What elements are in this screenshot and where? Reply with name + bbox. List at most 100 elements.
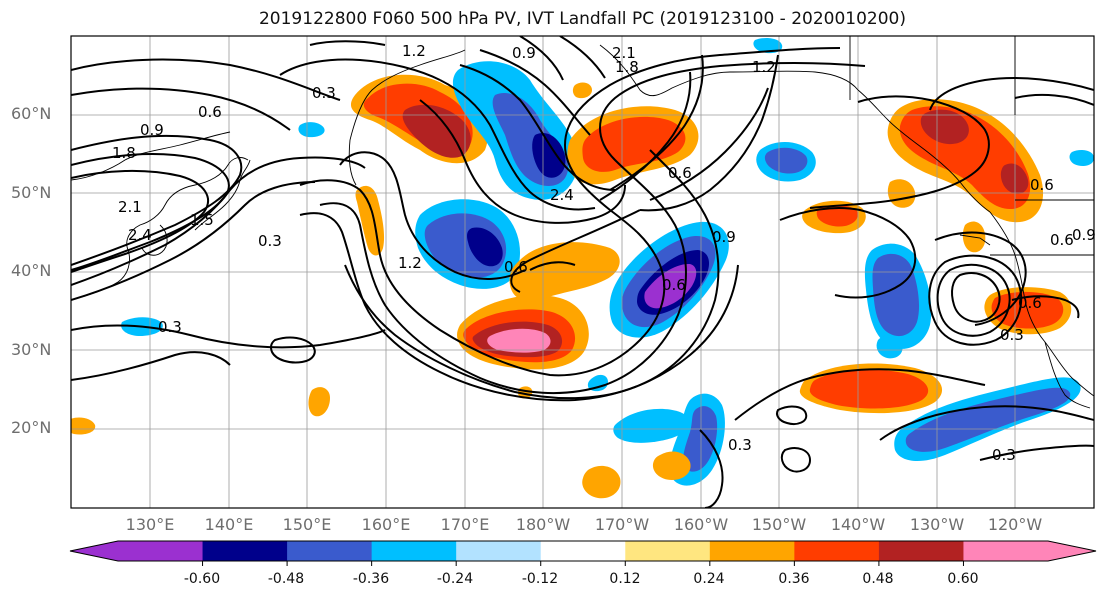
shade-blob bbox=[582, 465, 621, 499]
lon-label: 150°W bbox=[751, 515, 807, 534]
shade-blob bbox=[613, 408, 689, 443]
colorbar-tick-label: 0.36 bbox=[778, 571, 810, 587]
contour-label: 1.8 bbox=[112, 144, 136, 162]
lat-label: 60°N bbox=[11, 104, 52, 123]
shade-blob bbox=[809, 369, 929, 409]
contour-label: 2.4 bbox=[128, 226, 152, 244]
lon-label: 170°W bbox=[594, 515, 650, 534]
lon-label: 130°W bbox=[909, 515, 965, 534]
shade-blob bbox=[487, 328, 551, 353]
colorbar-tick-label: 0.48 bbox=[862, 571, 894, 587]
contour-label: 0.3 bbox=[312, 84, 336, 102]
lat-label: 30°N bbox=[11, 340, 52, 359]
shade-blob bbox=[308, 387, 330, 417]
contour-label: 0.6 bbox=[1030, 176, 1054, 194]
shade-blob bbox=[764, 147, 808, 174]
shade-blob bbox=[652, 451, 691, 480]
contour-label: 0.9 bbox=[1072, 226, 1096, 244]
contour-label: 1.8 bbox=[615, 58, 639, 76]
shade-blob bbox=[572, 82, 592, 99]
lat-label: 40°N bbox=[11, 261, 52, 280]
contour-label: 2.1 bbox=[612, 44, 636, 62]
contour-label: 1.2 bbox=[402, 42, 426, 60]
colorbar-tick-label: -0.24 bbox=[436, 571, 474, 587]
lon-label: 170°E bbox=[440, 515, 490, 534]
shade-blob bbox=[876, 335, 903, 359]
shade-blob bbox=[532, 132, 566, 178]
colorbar-tick-label: 0.60 bbox=[947, 571, 979, 587]
contour-label: 2.4 bbox=[550, 186, 574, 204]
contour-label: 0.6 bbox=[668, 164, 692, 182]
contour-label: 0.6 bbox=[1050, 231, 1074, 249]
shade-blob bbox=[402, 104, 471, 158]
shade-blob bbox=[71, 417, 96, 435]
contour-label: 1.5 bbox=[190, 211, 214, 229]
colorbar-tick-label: 0.12 bbox=[609, 571, 641, 587]
shade-blob bbox=[298, 122, 325, 138]
contour-label: 0.6 bbox=[662, 276, 686, 294]
colorbar-segment bbox=[371, 541, 457, 561]
lon-label: 180°W bbox=[515, 515, 571, 534]
colorbar-tick-label: -0.60 bbox=[183, 571, 221, 587]
colorbar-segment bbox=[963, 541, 1049, 561]
shade-blob bbox=[920, 109, 969, 145]
colorbar-segment bbox=[456, 541, 542, 561]
contour-label: 0.6 bbox=[1018, 294, 1042, 312]
shade-blob bbox=[587, 374, 608, 392]
colorbar bbox=[69, 540, 1097, 566]
shade-blob bbox=[467, 227, 503, 267]
lon-label: 140°W bbox=[830, 515, 886, 534]
shade-blob bbox=[683, 406, 718, 472]
chart-title: 2019122800 F060 500 hPa PV, IVT Landfall… bbox=[258, 9, 906, 29]
contour-label: 0.3 bbox=[728, 436, 752, 454]
shade-blob bbox=[872, 253, 920, 337]
contour-label: 0.3 bbox=[992, 446, 1016, 464]
colorbar-tick-label: -0.48 bbox=[267, 571, 305, 587]
lon-label: 150°E bbox=[282, 515, 332, 534]
coastlines bbox=[71, 36, 1094, 409]
lon-label: 160°W bbox=[673, 515, 729, 534]
pv-contours bbox=[71, 36, 1094, 508]
contour-label: 0.9 bbox=[512, 44, 536, 62]
shade-blob bbox=[1000, 163, 1029, 194]
colorbar-segment bbox=[625, 541, 711, 561]
contour-label: 1.2 bbox=[398, 254, 422, 272]
colorbar-extend-min bbox=[70, 541, 118, 561]
colorbar-segment bbox=[709, 541, 795, 561]
colorbar-tick-label: -0.12 bbox=[521, 571, 559, 587]
map-frame bbox=[70, 35, 1095, 509]
shade-blob bbox=[753, 37, 783, 54]
colorbar-segment bbox=[202, 541, 288, 561]
contour-label: 2.1 bbox=[118, 198, 142, 216]
colorbar-tick-label: -0.36 bbox=[352, 571, 390, 587]
contour-label: 0.9 bbox=[712, 228, 736, 246]
shade-blob bbox=[582, 116, 686, 172]
contour-label: 1.2 bbox=[752, 58, 776, 76]
lon-label: 140°E bbox=[204, 515, 254, 534]
lon-label: 160°E bbox=[361, 515, 411, 534]
shade-blob bbox=[644, 263, 697, 309]
contour-labels: 1.2 0.9 2.1 1.8 1.2 0.3 0.6 0.9 1.8 2.1 … bbox=[112, 42, 1096, 464]
contour-label: 0.3 bbox=[158, 318, 182, 336]
colorbar-outline bbox=[69, 540, 1097, 562]
colorbar-extend-max bbox=[1048, 541, 1096, 561]
colorbar-segment bbox=[794, 541, 880, 561]
shade-blob bbox=[816, 204, 858, 227]
colorbar-segment bbox=[540, 541, 626, 561]
contour-label: 0.6 bbox=[198, 103, 222, 121]
colorbar-segment bbox=[118, 541, 204, 561]
lon-label: 130°E bbox=[125, 515, 175, 534]
contour-label: 0.3 bbox=[1000, 326, 1024, 344]
colorbar-tick-label: 0.24 bbox=[693, 571, 725, 587]
contour-label: 0.9 bbox=[140, 121, 164, 139]
lon-label: 120°W bbox=[987, 515, 1043, 534]
shade-blob bbox=[1069, 150, 1094, 166]
lat-label: 50°N bbox=[11, 183, 52, 202]
colorbar-segment bbox=[287, 541, 373, 561]
shade-blob bbox=[905, 387, 1071, 452]
colorbar-segment bbox=[878, 541, 964, 561]
lat-label: 20°N bbox=[11, 418, 52, 437]
contour-label: 0.3 bbox=[258, 232, 282, 250]
contour-label: 0.6 bbox=[504, 258, 528, 276]
